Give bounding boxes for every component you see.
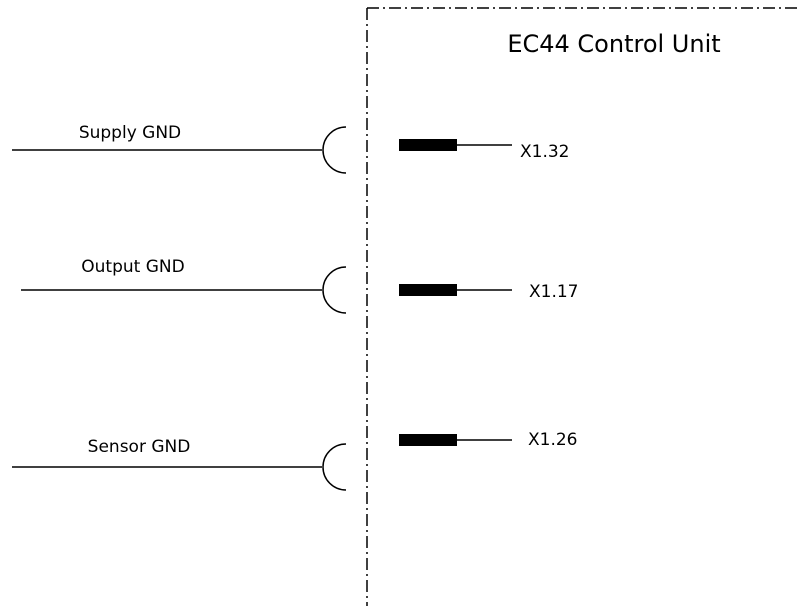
pin-label-x1-32: X1.32: [520, 142, 570, 162]
socket-output-gnd: [322, 266, 347, 314]
pin-x1-32: [399, 139, 457, 151]
connection-output-gnd: Output GND X1.17: [21, 257, 579, 314]
connection-sensor-gnd: Sensor GND X1.26: [12, 430, 578, 491]
socket-supply-gnd: [322, 126, 347, 174]
pin-label-x1-26: X1.26: [528, 430, 578, 450]
wire-label-supply-gnd: Supply GND: [79, 123, 181, 143]
pin-x1-26: [399, 434, 457, 446]
wire-label-output-gnd: Output GND: [81, 257, 184, 277]
wire-label-sensor-gnd: Sensor GND: [88, 437, 191, 457]
socket-sensor-gnd: [322, 443, 347, 491]
control-unit-title: EC44 Control Unit: [507, 30, 720, 58]
control-unit-boundary: [366, 7, 801, 606]
connection-supply-gnd: Supply GND X1.32: [12, 123, 570, 174]
pin-x1-17: [399, 284, 457, 296]
pin-label-x1-17: X1.17: [529, 282, 579, 302]
